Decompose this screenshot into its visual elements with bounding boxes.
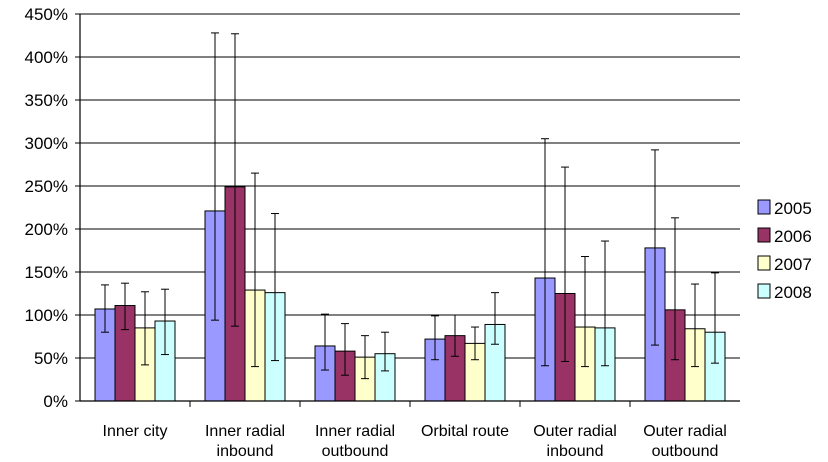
y-tick-label: 0% bbox=[43, 392, 68, 411]
legend-swatch-2008 bbox=[757, 283, 771, 299]
x-tick-label: Inner radial bbox=[205, 423, 285, 440]
y-tick-label: 300% bbox=[25, 134, 68, 153]
y-tick-label: 250% bbox=[25, 177, 68, 196]
y-tick-label: 450% bbox=[25, 5, 68, 24]
x-tick-label: Inner radial bbox=[315, 423, 395, 440]
x-axis-labels: Inner city Inner radial inbound Inner radia… bbox=[103, 423, 727, 460]
x-tick-label: inbound bbox=[217, 443, 274, 460]
y-axis-ticks: 0% 50% 100% 150% 200% 250% 300% 350% 400% 450% bbox=[25, 5, 80, 411]
x-tick-label: Inner city bbox=[103, 423, 168, 440]
y-tick-label: 200% bbox=[25, 220, 68, 239]
x-tick-label: outbound bbox=[652, 443, 719, 460]
legend-swatch-2005 bbox=[757, 199, 771, 215]
x-tick-label: Outer radial bbox=[533, 423, 617, 440]
x-tick-label: outbound bbox=[322, 443, 389, 460]
legend-swatch-2006 bbox=[757, 227, 771, 243]
error-bars bbox=[101, 32, 719, 380]
legend-swatch-2007 bbox=[757, 255, 771, 271]
legend-label: 2008 bbox=[774, 283, 812, 302]
y-tick-label: 350% bbox=[25, 91, 68, 110]
y-tick-label: 400% bbox=[25, 48, 68, 67]
legend-label: 2005 bbox=[774, 199, 812, 218]
x-tick-label: Outer radial bbox=[643, 423, 727, 440]
gridlines bbox=[80, 13, 740, 359]
legend-label: 2007 bbox=[774, 255, 812, 274]
y-tick-label: 50% bbox=[34, 349, 68, 368]
legend: 2005 2006 2007 2008 bbox=[757, 199, 812, 302]
axes bbox=[79, 14, 740, 407]
y-tick-label: 100% bbox=[25, 306, 68, 325]
x-tick-label: Orbital route bbox=[421, 423, 509, 440]
legend-label: 2006 bbox=[774, 227, 812, 246]
x-tick-label: inbound bbox=[547, 443, 604, 460]
y-tick-label: 150% bbox=[25, 263, 68, 282]
